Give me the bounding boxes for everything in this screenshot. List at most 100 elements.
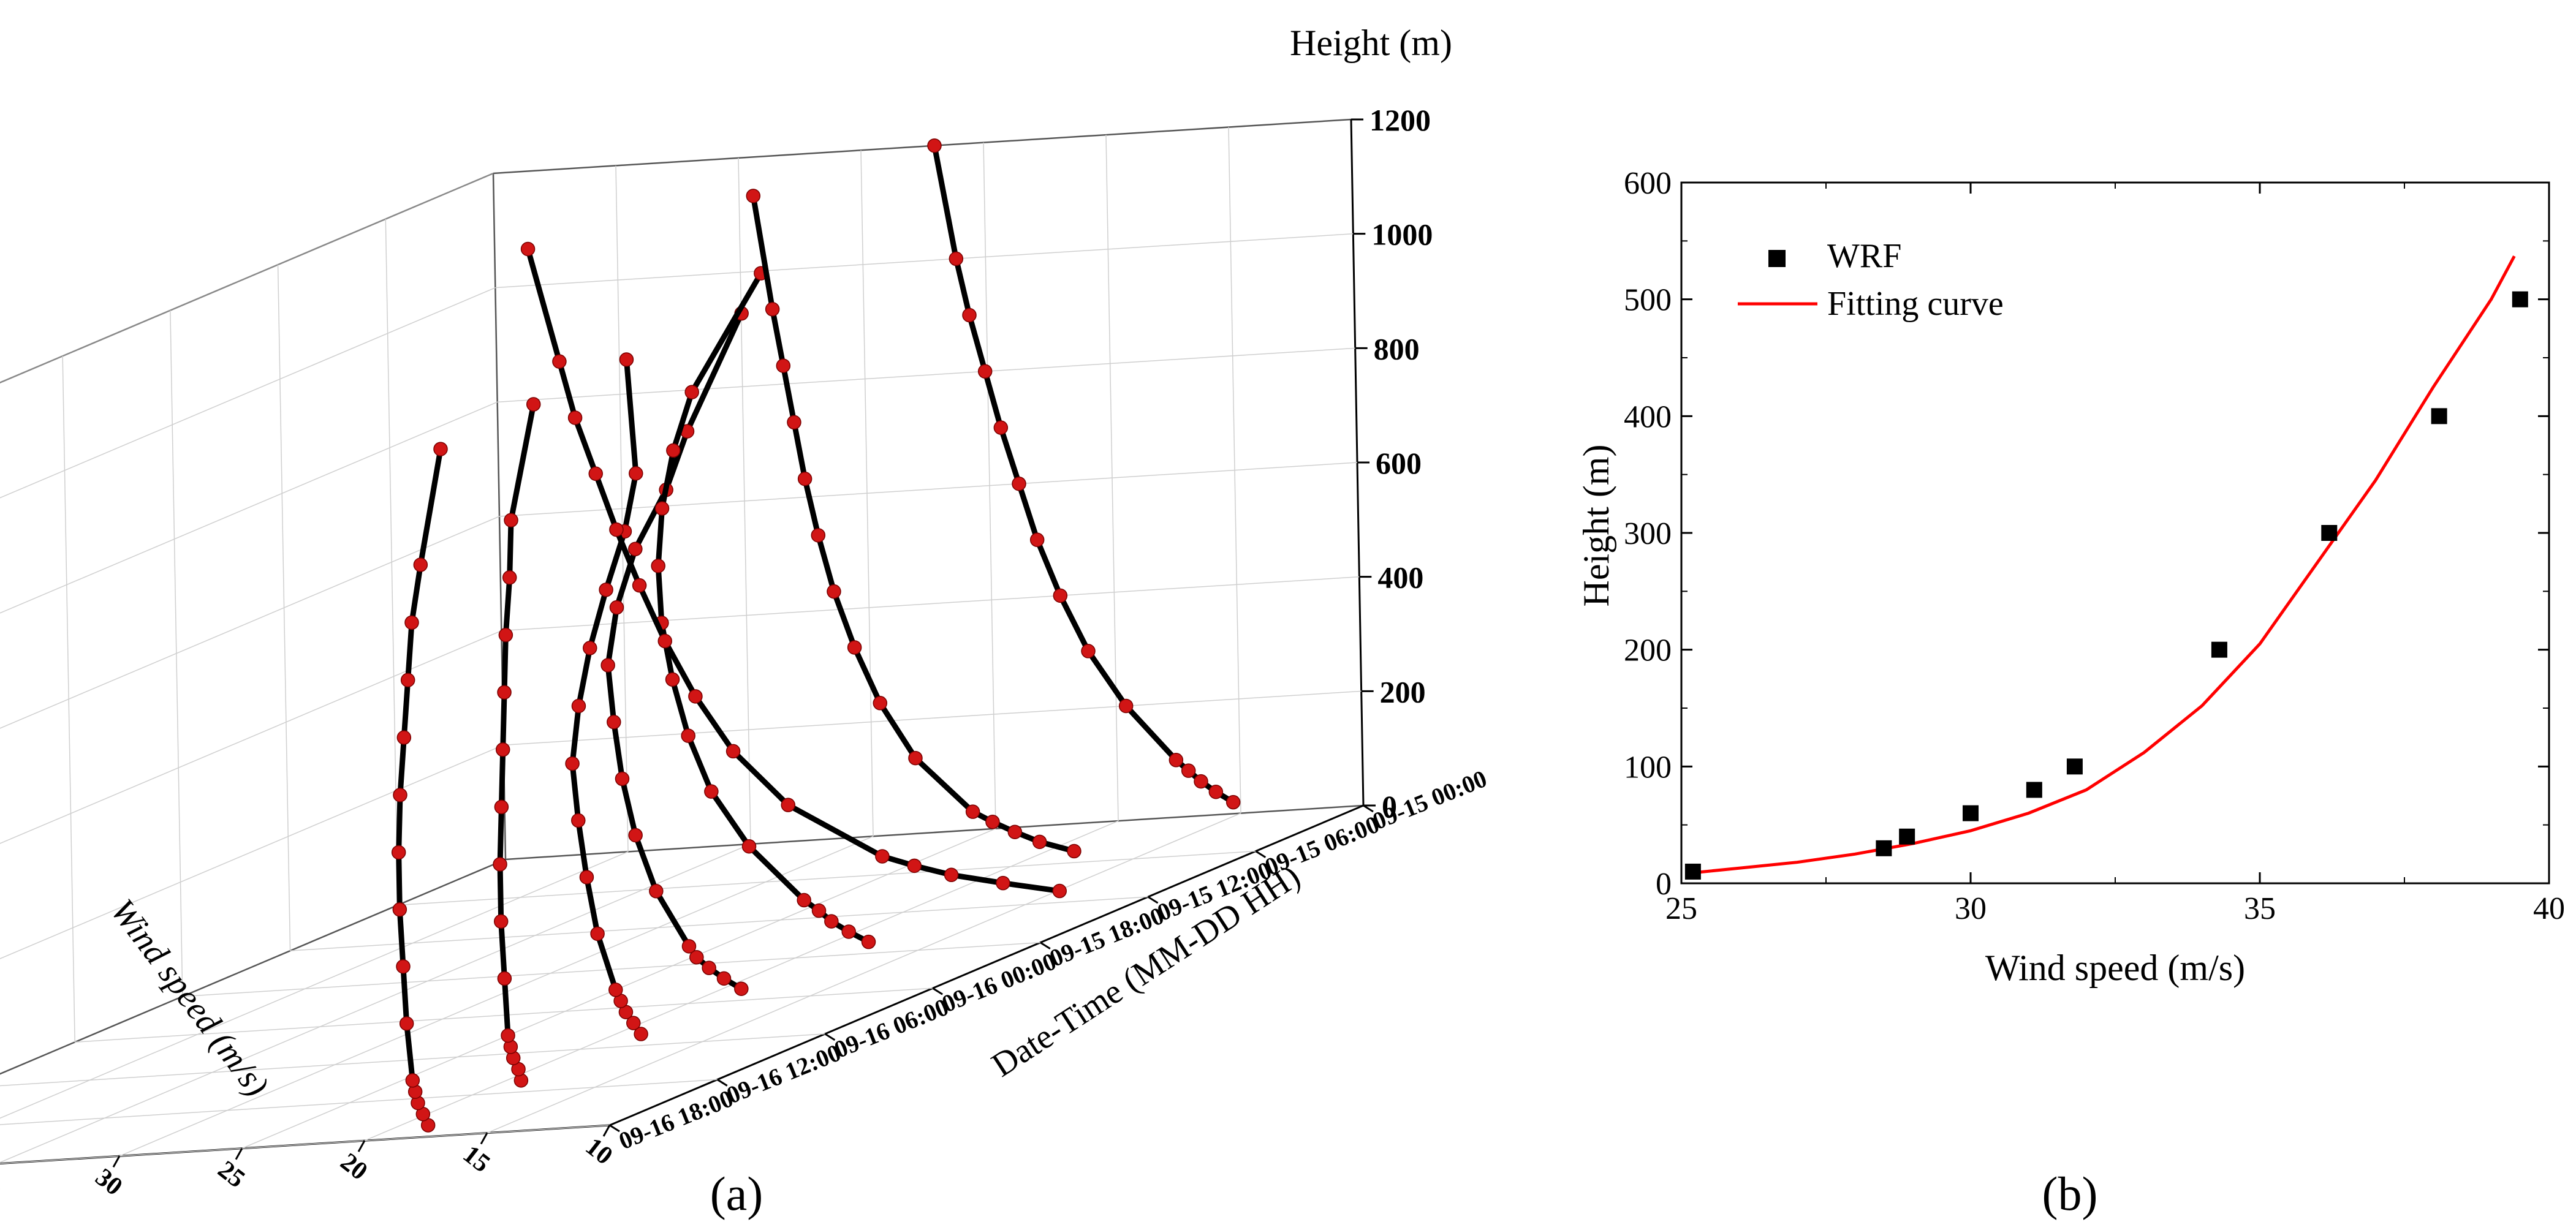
data-point-sphere [797, 892, 811, 908]
data-point-sphere [628, 541, 643, 557]
wind-tick-label: 20 [335, 1148, 373, 1186]
data-point-sphere [841, 924, 856, 939]
back-wall-grid-line [503, 690, 1362, 746]
data-point-sphere [704, 784, 719, 799]
panel-b-label: (b) [2042, 1167, 2098, 1220]
wind-speed-axis-label: Wind speed (m/s) [104, 892, 276, 1103]
side-wall-grid-line [385, 219, 399, 905]
data-point-sphere [396, 730, 412, 745]
data-point-sphere [1029, 532, 1045, 548]
y-tick-label: 400 [1624, 399, 1672, 434]
wrf-data-point [2211, 641, 2227, 658]
panel-a-label: (a) [710, 1167, 763, 1220]
data-point-sphere [651, 559, 665, 573]
data-point-sphere [571, 813, 586, 828]
data-point-sphere [741, 839, 757, 854]
data-point-sphere [1032, 834, 1047, 850]
profile-09150600 [746, 189, 1082, 859]
data-point-sphere [1194, 774, 1208, 789]
floor-grid-line [0, 851, 629, 1119]
data-point-sphere [579, 870, 594, 885]
wind-tick-label: 15 [458, 1140, 495, 1178]
data-point-sphere [493, 914, 509, 929]
data-point-sphere [609, 600, 624, 615]
data-point-sphere [657, 633, 672, 649]
data-point-sphere [600, 658, 615, 673]
data-point-sphere [927, 138, 942, 153]
data-point-sphere [996, 875, 1010, 891]
left-floor-edge [0, 858, 506, 1075]
data-point-sphere [1012, 476, 1026, 491]
data-point-sphere [628, 828, 643, 843]
data-point-sphere [392, 902, 407, 917]
height-tick-label: 400 [1377, 560, 1423, 595]
data-point-sphere [765, 302, 780, 317]
back-bottom-edge [505, 804, 1364, 861]
y-tick-label: 600 [1624, 166, 1672, 201]
side-wall-grid-line [0, 401, 498, 614]
floor-grid-line [487, 812, 1241, 1134]
y-tick-label: 100 [1624, 750, 1672, 785]
profile-09160600 [565, 352, 648, 1041]
panel-b-plot-frame [1680, 181, 2550, 885]
height-tick-label: 1000 [1371, 217, 1433, 252]
data-point-sphere [1007, 824, 1023, 839]
wind-tick-label: 25 [213, 1155, 250, 1193]
data-point-sphere [413, 557, 428, 572]
floor-grid-line [290, 896, 1148, 951]
wind-tick-mark [357, 1140, 366, 1152]
x-tick-label: 25 [1665, 891, 1697, 926]
height-tick-label: 200 [1380, 674, 1426, 709]
data-point-sphere [619, 352, 634, 367]
wind-tick-mark [112, 1155, 121, 1168]
data-point-sphere [681, 728, 695, 743]
data-point-sphere [590, 926, 605, 941]
data-point-sphere [498, 627, 513, 643]
data-point-sphere [688, 689, 703, 704]
data-point-sphere [811, 903, 827, 918]
left-top-edge [0, 172, 494, 383]
data-point-sphere [665, 672, 680, 687]
floor-grid-line [75, 987, 933, 1043]
wrf-data-point [1684, 863, 1701, 880]
time-tick-mark [1147, 896, 1159, 904]
side-wall-grid-line [0, 630, 502, 844]
data-point-sphere [391, 845, 406, 860]
data-point-sphere [787, 415, 801, 430]
data-point-sphere [607, 715, 621, 730]
data-point-sphere [494, 799, 509, 815]
data-point-sphere [608, 983, 623, 997]
height-tick-label: 0 [1382, 789, 1397, 823]
panel-b-series [1684, 255, 2528, 880]
data-point-sphere [393, 788, 407, 802]
data-point-sphere [526, 397, 541, 412]
data-point-sphere [567, 410, 583, 425]
height-tick-label: 1200 [1369, 103, 1431, 137]
data-point-sphere [552, 354, 567, 369]
data-point-sphere [632, 578, 647, 593]
data-point-sphere [908, 750, 923, 766]
side-wall-grid-line [277, 265, 291, 951]
data-point-sphere [649, 884, 664, 899]
data-point-sphere [949, 251, 964, 266]
data-point-sphere [716, 971, 732, 986]
data-point-sphere [993, 420, 1009, 435]
time-tick-mark [716, 1079, 728, 1087]
legend-wrf-label: WRF [1827, 237, 1901, 275]
data-point-sphere [571, 698, 586, 714]
side-wall-grid-line [62, 356, 75, 1043]
height-tick-label: 600 [1376, 446, 1422, 480]
data-point-sphere [781, 798, 795, 812]
floor-grid-line [119, 836, 874, 1156]
time-axis-line [609, 804, 1364, 1126]
wrf-data-point [2321, 525, 2338, 541]
data-point-sphere [666, 443, 681, 458]
time-tick-label: 09-16 06:00 [830, 993, 952, 1063]
data-point-sphere [681, 939, 697, 954]
panel-b-legend: WRF Fitting curve [1738, 237, 2004, 323]
data-point-sphere [493, 857, 507, 872]
wrf-data-point [1963, 805, 1979, 821]
fitting-curve-line [1692, 255, 2516, 875]
data-point-sphere [977, 364, 993, 379]
height-tick-label: 800 [1374, 331, 1420, 366]
